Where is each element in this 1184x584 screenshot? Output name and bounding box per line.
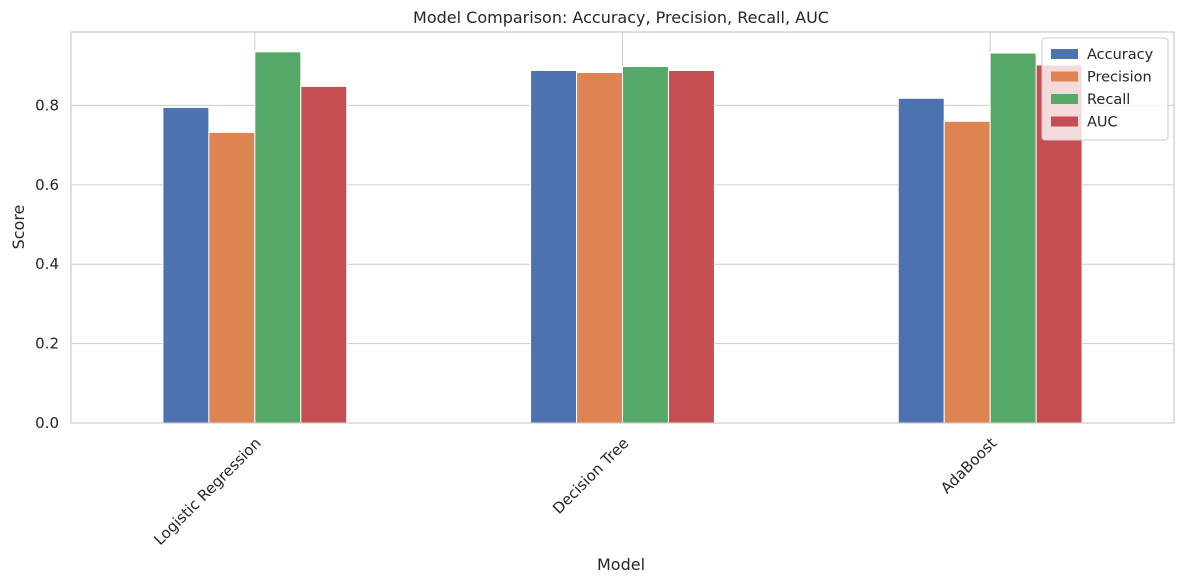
x-tick-label: Logistic Regression xyxy=(150,434,264,548)
legend-label: AUC xyxy=(1087,115,1118,131)
bar-0-0 xyxy=(162,106,210,424)
legend: Accuracy Precision Recall AUC xyxy=(1041,37,1169,141)
legend-swatch xyxy=(1051,49,1078,59)
y-tick-label: 0.0 xyxy=(35,414,59,432)
legend-swatch xyxy=(1051,71,1078,82)
legend-swatch xyxy=(1051,94,1078,104)
legend-label: Precision xyxy=(1087,70,1152,86)
y-tick-label: 0.2 xyxy=(35,335,59,353)
bar-0-2 xyxy=(897,97,945,424)
x-tick-label: Decision Tree xyxy=(549,434,632,517)
bar-0-1 xyxy=(530,70,578,424)
axes-frame xyxy=(70,31,1175,424)
y-axis-label: Score xyxy=(9,205,28,250)
x-axis-label: Model xyxy=(597,555,645,574)
legend-label: Recall xyxy=(1087,92,1130,108)
y-tick-label: 0.4 xyxy=(35,255,59,273)
bar-1-1 xyxy=(576,71,624,424)
legend-box xyxy=(1041,37,1169,141)
x-tick-label: AdaBoost xyxy=(937,434,1000,497)
y-tick-label: 0.6 xyxy=(35,176,59,194)
bar-1-2 xyxy=(943,120,991,424)
bar-3-0 xyxy=(300,85,348,424)
bar-3-1 xyxy=(667,70,715,424)
bar-2-0 xyxy=(254,51,302,424)
y-axis-ticks: 0.0 0.2 0.4 0.6 0.8 xyxy=(35,96,59,432)
x-axis-ticks: Logistic Regression Decision Tree AdaBoost xyxy=(150,434,1000,549)
y-tick-label: 0.8 xyxy=(35,96,59,114)
bar-2-1 xyxy=(622,66,669,424)
bar-1-0 xyxy=(208,131,256,424)
bars xyxy=(162,51,1083,424)
legend-swatch xyxy=(1051,116,1078,127)
bar-2-2 xyxy=(989,52,1037,424)
legend-label: Accuracy xyxy=(1087,47,1154,63)
chart-title: Model Comparison: Accuracy, Precision, R… xyxy=(413,8,829,27)
